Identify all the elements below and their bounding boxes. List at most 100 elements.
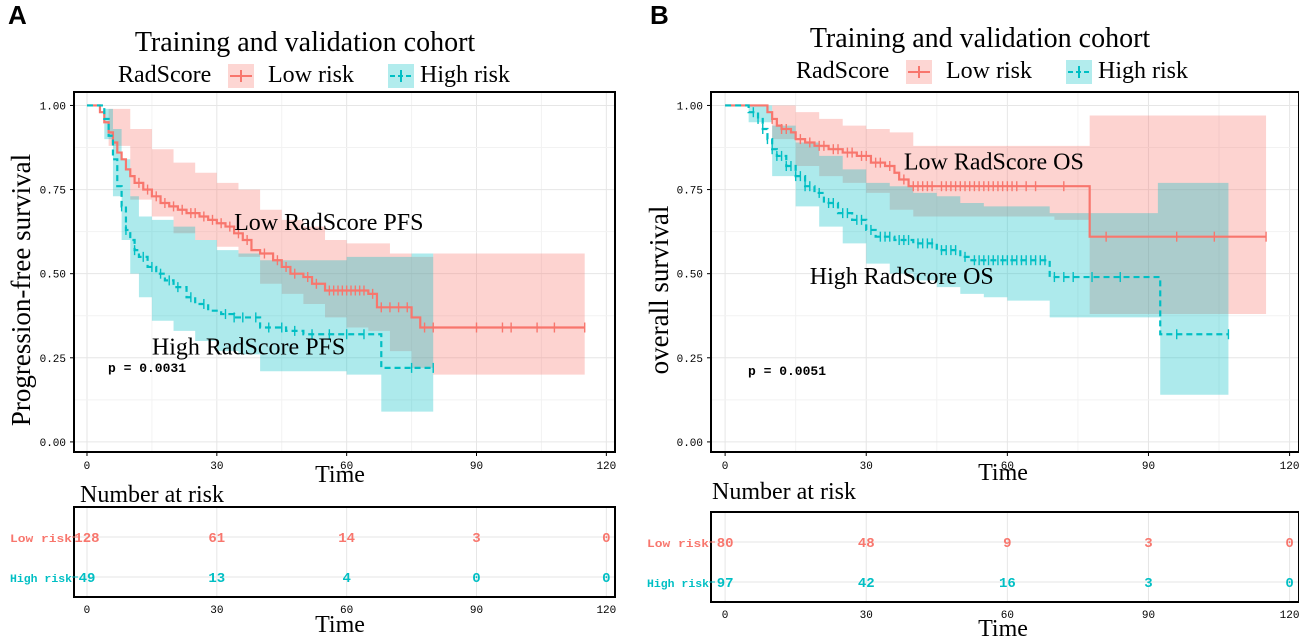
legend-label-low: Low risk bbox=[268, 62, 354, 88]
x-tick-label: 120 bbox=[596, 461, 616, 473]
risk-x-tick-label: 30 bbox=[210, 605, 223, 617]
p-value: p = 0.0051 bbox=[748, 364, 826, 379]
y-tick-label: 0.25 bbox=[677, 354, 703, 366]
risk-x-tick-label: 90 bbox=[1142, 610, 1155, 622]
curve-annotation: High RadScore OS bbox=[810, 264, 994, 290]
risk-x-axis-title: Time bbox=[978, 616, 1028, 642]
y-axis-title: overall survival bbox=[644, 206, 674, 375]
risk-count: 14 bbox=[338, 531, 355, 547]
risk-table-title: Number at risk bbox=[712, 479, 856, 505]
risk-count: 0 bbox=[602, 531, 610, 547]
y-tick-label: 1.00 bbox=[40, 101, 66, 113]
y-axis-title: Progression-free survival bbox=[6, 154, 36, 426]
risk-count: 3 bbox=[1144, 576, 1152, 592]
risk-count: 9 bbox=[1003, 536, 1011, 552]
risk-count: 0 bbox=[1285, 576, 1293, 592]
risk-count: 97 bbox=[717, 576, 734, 592]
risk-x-tick-label: 120 bbox=[1280, 610, 1299, 622]
legend-key-high bbox=[388, 64, 414, 88]
ci-band-low bbox=[725, 105, 1267, 315]
legend-title: RadScore bbox=[118, 62, 211, 88]
x-axis-title: Time bbox=[978, 460, 1028, 486]
plot-frame bbox=[73, 91, 616, 453]
survival-curve-low bbox=[86, 104, 585, 329]
risk-x-tick-label: 60 bbox=[340, 605, 353, 617]
x-axis-title: Time bbox=[315, 462, 365, 488]
risk-count: 0 bbox=[1285, 536, 1293, 552]
chart-title: Training and validation cohort bbox=[135, 27, 476, 58]
plot-frame bbox=[710, 91, 1299, 453]
curve-annotation: Low RadScore OS bbox=[904, 149, 1084, 175]
panel-a: A Training and validation cohort RadScore L… bbox=[6, 0, 616, 638]
x-tick-label: 90 bbox=[470, 461, 483, 473]
risk-row-label: Low risk bbox=[10, 534, 72, 546]
risk-x-axis-title: Time bbox=[315, 612, 365, 638]
ci-band-high bbox=[725, 105, 1229, 395]
plot-area bbox=[86, 104, 586, 412]
risk-table-frame bbox=[710, 511, 1299, 603]
y-tick-label: 0.00 bbox=[677, 438, 703, 450]
risk-count: 42 bbox=[858, 576, 875, 592]
x-tick-label: 30 bbox=[860, 461, 873, 473]
x-tick-label: 60 bbox=[1001, 461, 1014, 473]
survival-curve-low bbox=[725, 104, 1267, 238]
risk-count: 16 bbox=[999, 576, 1016, 592]
x-tick-label: 0 bbox=[722, 461, 729, 473]
risk-table-title: Number at risk bbox=[80, 482, 224, 508]
legend-key-low bbox=[228, 64, 254, 88]
curve-annotation: Low RadScore PFS bbox=[234, 210, 423, 236]
legend-label-high: High risk bbox=[1098, 58, 1188, 84]
risk-x-tick-label: 0 bbox=[84, 605, 91, 617]
risk-count: 80 bbox=[717, 536, 734, 552]
y-tick-label: 0.75 bbox=[40, 186, 66, 198]
risk-row-label: Low risk bbox=[647, 539, 709, 551]
legend: RadScore Low risk High risk bbox=[118, 62, 510, 88]
y-tick-label: 0.50 bbox=[40, 270, 66, 282]
survival-curve-high bbox=[86, 104, 434, 369]
risk-count: 0 bbox=[472, 571, 480, 587]
risk-x-tick-label: 120 bbox=[596, 605, 616, 617]
risk-count: 49 bbox=[79, 571, 96, 587]
x-tick-label: 0 bbox=[84, 461, 91, 473]
risk-row-label: High risk bbox=[647, 579, 709, 591]
legend-label-high: High risk bbox=[420, 62, 510, 88]
risk-count: 128 bbox=[74, 531, 99, 547]
risk-row-label: High risk bbox=[10, 574, 72, 586]
grid bbox=[711, 92, 1299, 452]
p-value: p = 0.0031 bbox=[108, 361, 186, 376]
x-tick-label: 90 bbox=[1142, 461, 1155, 473]
grid bbox=[74, 92, 615, 452]
risk-table-frame bbox=[73, 506, 616, 598]
risk-count: 3 bbox=[472, 531, 480, 547]
legend-key-high bbox=[1066, 60, 1092, 84]
panel-b: B Training and validation cohort RadScore L… bbox=[644, 0, 1299, 642]
risk-count: 48 bbox=[858, 536, 875, 552]
y-tick-label: 0.00 bbox=[40, 438, 66, 450]
x-tick-label: 30 bbox=[210, 461, 223, 473]
y-tick-label: 0.25 bbox=[40, 354, 66, 366]
risk-x-tick-label: 30 bbox=[860, 610, 873, 622]
risk-count: 61 bbox=[208, 531, 225, 547]
curve-annotation: High RadScore PFS bbox=[152, 334, 345, 360]
legend: RadScore Low risk High risk bbox=[796, 58, 1188, 84]
x-tick-label: 60 bbox=[340, 461, 353, 473]
legend-key-low bbox=[906, 60, 932, 84]
y-tick-label: 0.75 bbox=[677, 186, 703, 198]
y-tick-label: 0.50 bbox=[677, 270, 703, 282]
risk-x-tick-label: 60 bbox=[1001, 610, 1014, 622]
x-tick-label: 120 bbox=[1280, 461, 1299, 473]
legend-label-low: Low risk bbox=[946, 58, 1032, 84]
chart-title: Training and validation cohort bbox=[810, 23, 1151, 54]
y-tick-label: 1.00 bbox=[677, 101, 703, 113]
risk-count: 3 bbox=[1144, 536, 1152, 552]
risk-count: 4 bbox=[342, 571, 350, 587]
panel-label: A bbox=[8, 0, 27, 30]
risk-count: 13 bbox=[208, 571, 225, 587]
risk-x-tick-label: 0 bbox=[722, 610, 729, 622]
risk-count: 0 bbox=[602, 571, 610, 587]
legend-title: RadScore bbox=[796, 58, 889, 84]
panel-label: B bbox=[650, 0, 669, 30]
risk-x-tick-label: 90 bbox=[470, 605, 483, 617]
